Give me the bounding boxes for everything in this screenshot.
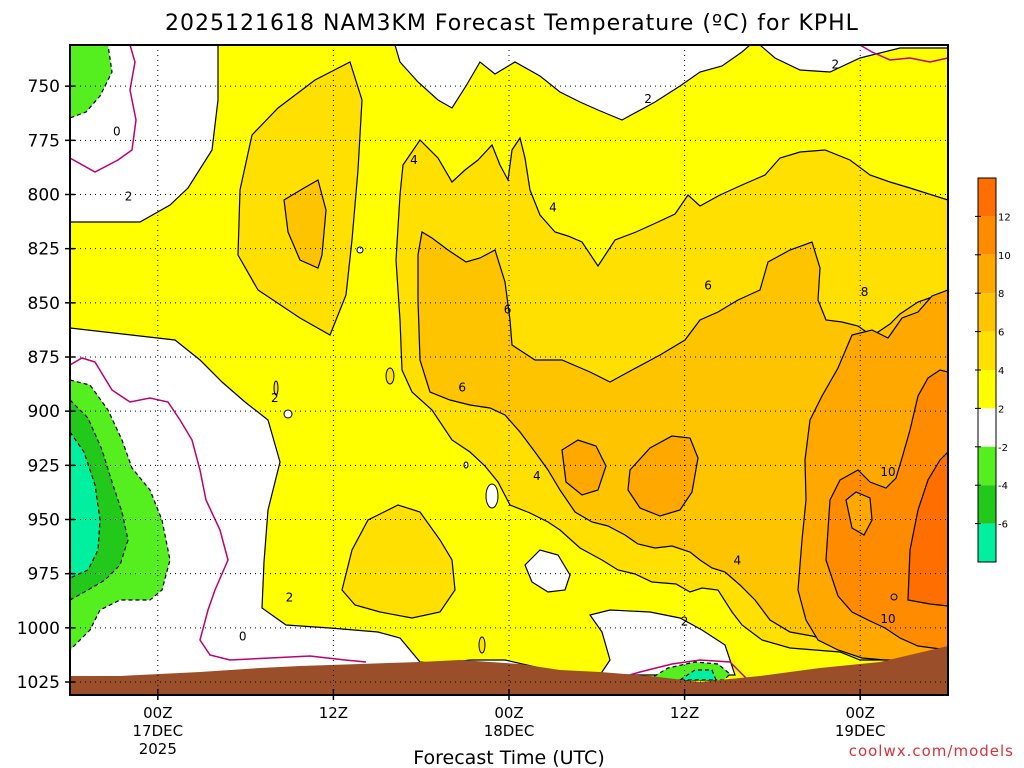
band-white-top-left [70,45,219,223]
y-axis: 750 775 800 825 850 875 900 925 950 975 1000 1025 [17,77,75,693]
colorbar-tick-label: -4 [998,481,1008,492]
x-tick-label: 00Z [846,704,875,722]
contour-label: 6 [504,302,512,316]
contour-label: 8 [861,285,869,299]
colorbar-tick-label: 10 [998,251,1011,262]
band-4-6-lower-left [341,504,456,619]
contour-label: 2 [125,190,133,204]
contour-label: 2 [681,614,689,628]
band-8-10-pocket-b [627,435,699,517]
y-tick-label: 950 [28,511,60,531]
contour-blip [385,367,395,385]
isotherm-0c-left [70,357,367,663]
band-white-pocket [524,549,571,593]
colorbar-swatch [978,216,996,255]
contour-label: 0 [113,125,121,139]
contour-label: 6 [704,279,712,293]
x-tick-label: 00Z [494,704,523,722]
y-tick-label: 825 [28,240,60,260]
contour-label: 4 [410,153,418,167]
colorbar-swatch [978,293,996,332]
contour-blip [485,483,499,509]
band-white-bottom-mid [589,609,736,676]
colorbar-tick-label: 2 [998,404,1004,415]
credit-text: coolwx.com/models [849,742,1014,760]
x-axis-label: Forecast Time (UTC) [413,747,604,768]
x-tick-label: 12Z [319,704,348,722]
colorbar-swatch [978,485,996,524]
colorbar-tick-label: -2 [998,443,1008,454]
band-green-bottom-core [678,669,717,681]
contour-label: 2 [644,92,652,106]
colorbar-tick-label: 4 [998,366,1004,377]
gridlines [70,45,948,695]
y-tick-label: 800 [28,186,60,206]
x-tick-label: 12Z [670,704,699,722]
colorbar-tick-label: 12 [998,212,1011,223]
contour-blip [273,380,279,396]
contour-blip [356,246,364,254]
isotherm-0c-top-right [859,45,948,63]
y-tick-label: 775 [28,131,60,151]
band-8-10-inner-hole [845,491,873,536]
temperature-field [70,45,948,695]
contour-label: 10 [880,465,895,479]
contour-label: 0 [239,630,247,644]
y-tick-label: 875 [28,348,60,368]
chart-title: 2025121618 NAM3KM Forecast Temperature (… [165,11,859,36]
contour-blip [890,593,898,601]
colorbar-swatch [978,178,996,217]
contour-blip [478,636,486,654]
colorbar-tick-label: -6 [998,520,1008,531]
colorbar-swatch [978,370,996,409]
y-tick-label: 750 [28,77,60,97]
y-tick-label: 850 [28,294,60,314]
band-white-left-low [70,327,576,681]
contour-labels: 0 2 2 2 0 4 4 2 2 6 6 6 4 4 2 8 10 10 [113,58,896,644]
contour-label: 2 [271,391,279,405]
contour-label: 6 [458,380,466,394]
x-tick-label: 17DEC [133,722,184,740]
colorbar-swatch [978,446,996,486]
band-12-14-right [907,451,948,607]
contour-label: 4 [733,554,741,568]
contour-label: 10 [880,612,895,626]
contour-label: 2 [832,58,840,72]
contour-label: 2 [286,591,294,605]
y-tick-label: 1025 [17,673,60,693]
y-tick-label: 925 [28,456,60,476]
contour-label: 4 [549,201,557,215]
x-tick-label: 18DEC [484,722,535,740]
colorbar-swatch [978,408,996,447]
colorbar: -6 -4 -2 2 4 6 8 10 12 [975,177,1011,563]
colorbar-swatch [978,331,996,370]
x-tick-label: 19DEC [835,722,886,740]
band-8-10-pocket-a [561,439,607,496]
isotherm-0c-bottom-right [611,659,749,681]
y-tick-label: 900 [28,402,60,422]
isotherm-0c-top [70,45,137,173]
plot-frame [69,44,949,696]
contour-blip [283,409,293,419]
contour-label: 4 [533,469,541,483]
y-tick-label: 975 [28,565,60,585]
band-white-top-far-right [759,45,948,73]
band-green-top-left [70,45,113,119]
x-tick-label: 00Z [143,704,172,722]
band-green-left-core [70,430,101,579]
y-tick-label: 1000 [17,619,60,639]
colorbar-swatch [978,254,996,294]
band-6-8-upper-left [283,179,327,269]
x-tick-label: 2025 [139,740,177,758]
band-white-top-right [394,45,751,121]
colorbar-tick-label: 6 [998,328,1004,339]
colorbar-tick-label: 8 [998,289,1004,300]
colorbar-swatch [978,523,996,562]
